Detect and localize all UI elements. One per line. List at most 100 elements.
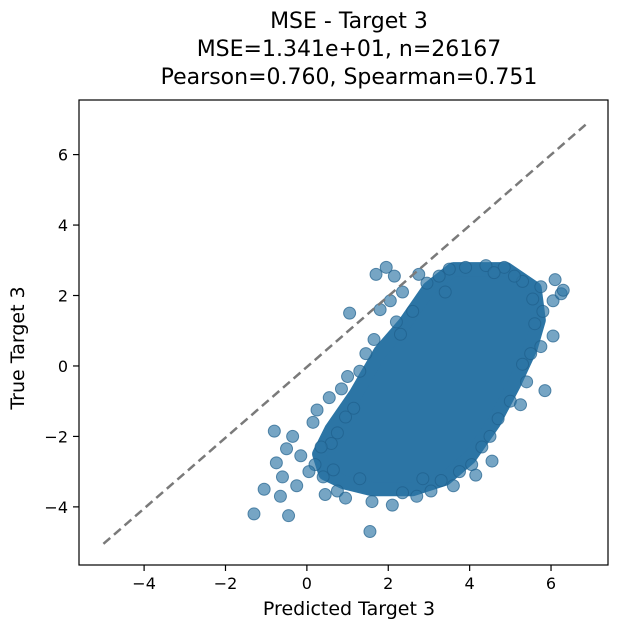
scatter-point [420, 276, 434, 290]
scatter-point [507, 269, 521, 283]
plot-area [102, 123, 587, 545]
scatter-point [487, 266, 501, 280]
scatter-point [310, 403, 324, 417]
scatter-point [538, 384, 552, 398]
y-tick-label: 6 [58, 146, 68, 165]
scatter-point [520, 375, 534, 389]
scatter-point [524, 347, 538, 361]
scatter-point [534, 340, 548, 354]
scatter-point [432, 269, 446, 283]
scatter-point [367, 333, 381, 347]
scatter-point [316, 470, 330, 484]
scatter-point [416, 472, 430, 486]
x-tick-label: −4 [132, 574, 156, 593]
y-axis-label: True Target 3 [7, 286, 29, 410]
scatter-point [546, 294, 560, 308]
scatter-point [369, 267, 383, 281]
scatter-point [389, 315, 403, 329]
scatter-point [330, 426, 344, 440]
y-tick-label: 4 [58, 216, 68, 235]
y-axis-ticks: −4 −2 0 2 4 6 [44, 146, 79, 517]
scatter-point [318, 488, 332, 502]
scatter-point [280, 442, 294, 456]
scatter-point [387, 269, 401, 283]
scatter-point [536, 304, 550, 318]
scatter-point [267, 424, 281, 438]
scatter-point [257, 482, 271, 496]
scatter-point [497, 260, 511, 274]
scatter-point [393, 327, 407, 341]
scatter-point [275, 470, 289, 484]
scatter-point [469, 468, 483, 482]
x-tick-label: −2 [214, 574, 238, 593]
x-axis-ticks: −4 −2 0 2 4 6 [132, 565, 556, 593]
scatter-point [479, 259, 493, 273]
scatter-point [546, 329, 560, 343]
scatter-point [379, 260, 393, 274]
scatter-point [526, 292, 540, 306]
scatter-point [491, 412, 505, 426]
scatter-point [294, 449, 308, 463]
scatter-point [438, 285, 452, 299]
scatter-point [424, 484, 438, 498]
scatter-point [339, 410, 353, 424]
scatter-point [330, 484, 344, 498]
scatter-point [410, 489, 424, 503]
scatter-point [475, 440, 489, 454]
scatter-point [434, 473, 448, 487]
y-tick-label: 0 [58, 357, 68, 376]
scatter-point [322, 391, 336, 405]
y-tick-label: 2 [58, 287, 68, 306]
scatter-point [269, 456, 283, 470]
scatter-point [334, 382, 348, 396]
scatter-point [353, 364, 367, 378]
scatter-point [341, 370, 355, 384]
scatter-point [516, 357, 530, 371]
scatter-point [459, 260, 473, 274]
scatter-point [282, 509, 296, 523]
scatter-point [446, 479, 460, 493]
scatter-point [534, 280, 548, 294]
scatter-point [339, 491, 353, 505]
identity-reference-line [102, 123, 587, 545]
scatter-point [286, 429, 300, 443]
scatter-point [247, 507, 261, 521]
scatter-point [514, 398, 528, 412]
x-tick-label: 2 [383, 574, 393, 593]
title-line-1: MSE - Target 3 [270, 9, 428, 34]
scatter-point [396, 486, 410, 500]
title-line-3: Pearson=0.760, Spearman=0.751 [161, 65, 538, 90]
plot-frame [78, 99, 609, 566]
x-tick-label: 0 [302, 574, 312, 593]
chart-title: MSE - Target 3 MSE=1.341e+01, n=26167 Pe… [161, 9, 538, 90]
scatter-point [306, 415, 320, 429]
scatter-point [442, 262, 456, 276]
scatter-point [365, 495, 379, 509]
x-tick-label: 6 [546, 574, 556, 593]
scatter-point [326, 463, 340, 477]
y-tick-label: −4 [44, 498, 68, 517]
scatter-point [406, 304, 420, 318]
scatter-point [452, 465, 466, 479]
scatter-point [483, 429, 497, 443]
scatter-point [556, 283, 570, 297]
title-line-2: MSE=1.341e+01, n=26167 [197, 37, 502, 62]
scatter-point [347, 401, 361, 415]
x-tick-label: 4 [465, 574, 475, 593]
scatter-point [385, 498, 399, 512]
scatter-point [363, 525, 377, 539]
scatter-point [485, 454, 499, 468]
scatter-point [396, 285, 410, 299]
scatter-point [314, 440, 328, 454]
scatter-point [548, 273, 562, 287]
scatter-point [290, 479, 304, 493]
scatter-point [302, 465, 316, 479]
x-axis-label: Predicted Target 3 [263, 598, 435, 620]
scatter-point [359, 347, 373, 361]
scatter-point [273, 489, 287, 503]
y-tick-label: −2 [44, 427, 68, 446]
scatter-point [353, 472, 367, 486]
scatter-point [528, 317, 542, 331]
scatter-point [373, 303, 387, 317]
